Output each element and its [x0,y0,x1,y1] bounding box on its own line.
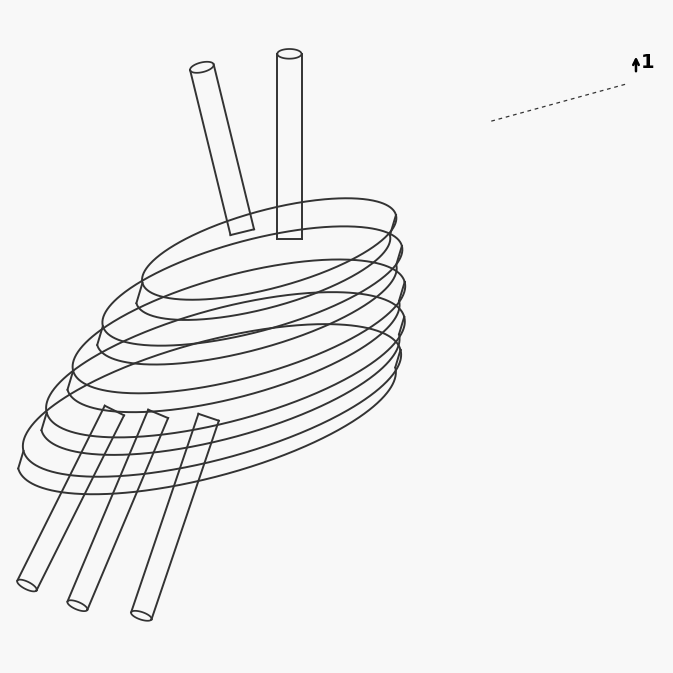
Text: 1: 1 [641,53,655,72]
